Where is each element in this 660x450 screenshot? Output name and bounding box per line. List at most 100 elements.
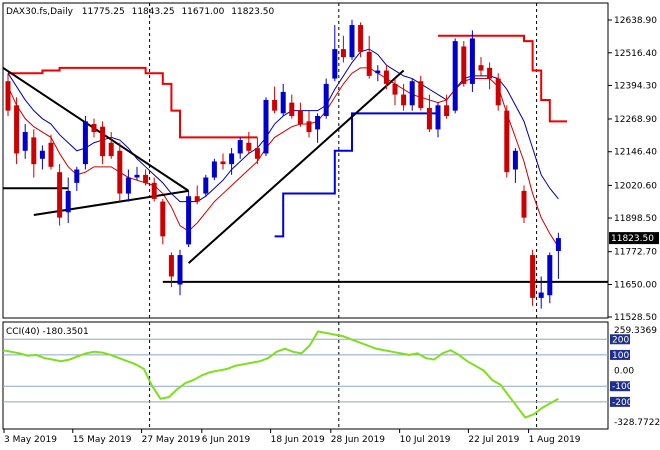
price-tick-label-5: 12020.60	[614, 181, 657, 191]
cci-axis-label-6: -328.7722	[614, 418, 660, 428]
current-price-tag	[609, 232, 659, 245]
candle-47	[409, 78, 415, 111]
current-price-label: 11823.50	[611, 234, 654, 244]
low-value: 11671.00	[181, 7, 224, 17]
candle-61	[530, 249, 536, 306]
red-step-line-2	[438, 34, 567, 123]
candle-body-3	[31, 137, 37, 165]
cci-level-tag-1	[610, 334, 630, 345]
candle-42	[366, 35, 372, 79]
cci-level-tag-4	[610, 381, 630, 392]
candle-16	[143, 169, 149, 186]
candle-55	[478, 57, 484, 76]
price-tick-label-6: 11898.50	[614, 214, 657, 224]
candle-body-23	[203, 177, 209, 194]
candle-body-16	[143, 174, 149, 183]
candle-body-27	[237, 140, 243, 154]
candle-33	[289, 94, 295, 119]
candle-51	[444, 94, 450, 119]
candle-41	[358, 22, 364, 58]
candlesticks	[5, 19, 561, 309]
cci-header: CCI(40) -180.3501	[6, 327, 89, 337]
candle-64	[555, 232, 561, 279]
candle-body-64	[555, 238, 561, 252]
high-value: 11843.25	[132, 7, 175, 17]
candle-body-20	[177, 255, 183, 285]
candle-3	[31, 129, 37, 178]
trend-line-2	[187, 69, 405, 264]
price-axis: 12638.90 12516.40 12394.30 12268.90 12146.40…	[608, 16, 657, 323]
candle-10	[91, 118, 97, 138]
candle-28	[246, 132, 252, 154]
candle-body-21	[186, 196, 192, 245]
candle-36	[315, 113, 321, 143]
candle-body-61	[530, 255, 536, 298]
candle-body-37	[323, 83, 329, 116]
candle-body-40	[349, 25, 355, 58]
candle-body-13	[117, 150, 123, 194]
candle-body-54	[469, 38, 475, 84]
candle-body-22	[194, 196, 200, 202]
candle-12	[108, 132, 114, 159]
price-tick-label-8: 11650.00	[614, 281, 657, 291]
candle-54	[469, 30, 475, 92]
candle-24	[211, 158, 217, 181]
candle-body-42	[366, 51, 372, 76]
candle-body-43	[375, 70, 381, 74]
date-label-3: 6 Jun 2019	[202, 435, 251, 445]
candle-5	[48, 134, 54, 170]
ma-red-line	[7, 67, 559, 248]
candle-52	[452, 38, 458, 114]
chart-header: DAX30.fs,Daily 11775.25 11843.25 11671.0…	[6, 7, 274, 17]
candle-1	[14, 97, 20, 165]
candle-body-50	[435, 105, 441, 130]
date-label-1: 15 May 2019	[73, 435, 132, 445]
candle-59	[512, 148, 518, 183]
candle-2	[22, 124, 28, 159]
candle-17	[151, 177, 157, 202]
date-axis: 3 May 2019 15 May 2019 27 May 2019 6 Jun 20…	[3, 429, 581, 445]
candle-body-35	[306, 121, 312, 133]
candle-22	[194, 185, 200, 205]
candle-20	[177, 249, 183, 296]
candle-31	[272, 86, 278, 114]
candle-body-18	[160, 201, 166, 237]
candle-body-15	[134, 174, 140, 178]
date-label-7: 22 Jul 2019	[468, 435, 519, 445]
candle-44	[383, 65, 389, 90]
date-label-0: 3 May 2019	[4, 435, 57, 445]
candle-body-47	[409, 81, 415, 106]
candle-30	[263, 97, 269, 157]
candle-45	[392, 78, 398, 106]
candle-38	[332, 25, 338, 82]
cci-axis-label-2: 100	[612, 351, 629, 361]
candle-6	[57, 164, 63, 226]
candle-body-0	[5, 81, 11, 111]
candle-body-31	[272, 99, 278, 111]
candle-13	[117, 142, 123, 202]
candle-body-45	[392, 83, 398, 95]
candle-23	[203, 174, 209, 197]
cci-line-group	[2, 330, 559, 419]
candle-body-59	[512, 150, 518, 170]
step-lines	[8, 34, 567, 238]
candle-56	[487, 62, 493, 90]
candle-body-55	[478, 65, 484, 71]
cci-line	[2, 330, 559, 419]
date-label-5: 28 Jun 2019	[331, 435, 385, 445]
candle-62	[538, 276, 544, 309]
candle-body-58	[504, 110, 510, 173]
price-tick-label-2: 12394.30	[614, 81, 657, 91]
price-tick-label-4: 12146.40	[614, 148, 657, 158]
candle-25	[220, 153, 226, 170]
candle-body-28	[246, 142, 252, 151]
candle-body-24	[211, 161, 217, 178]
candle-0	[5, 73, 11, 116]
symbol-label: DAX30.fs,Daily	[6, 7, 74, 17]
price-tick-label-1: 12516.40	[614, 49, 657, 59]
candle-body-49	[426, 107, 432, 130]
candle-body-30	[263, 99, 269, 154]
candle-body-17	[151, 182, 157, 199]
candle-8	[74, 166, 80, 191]
price-tick-label-9: 11528.50	[614, 313, 657, 323]
